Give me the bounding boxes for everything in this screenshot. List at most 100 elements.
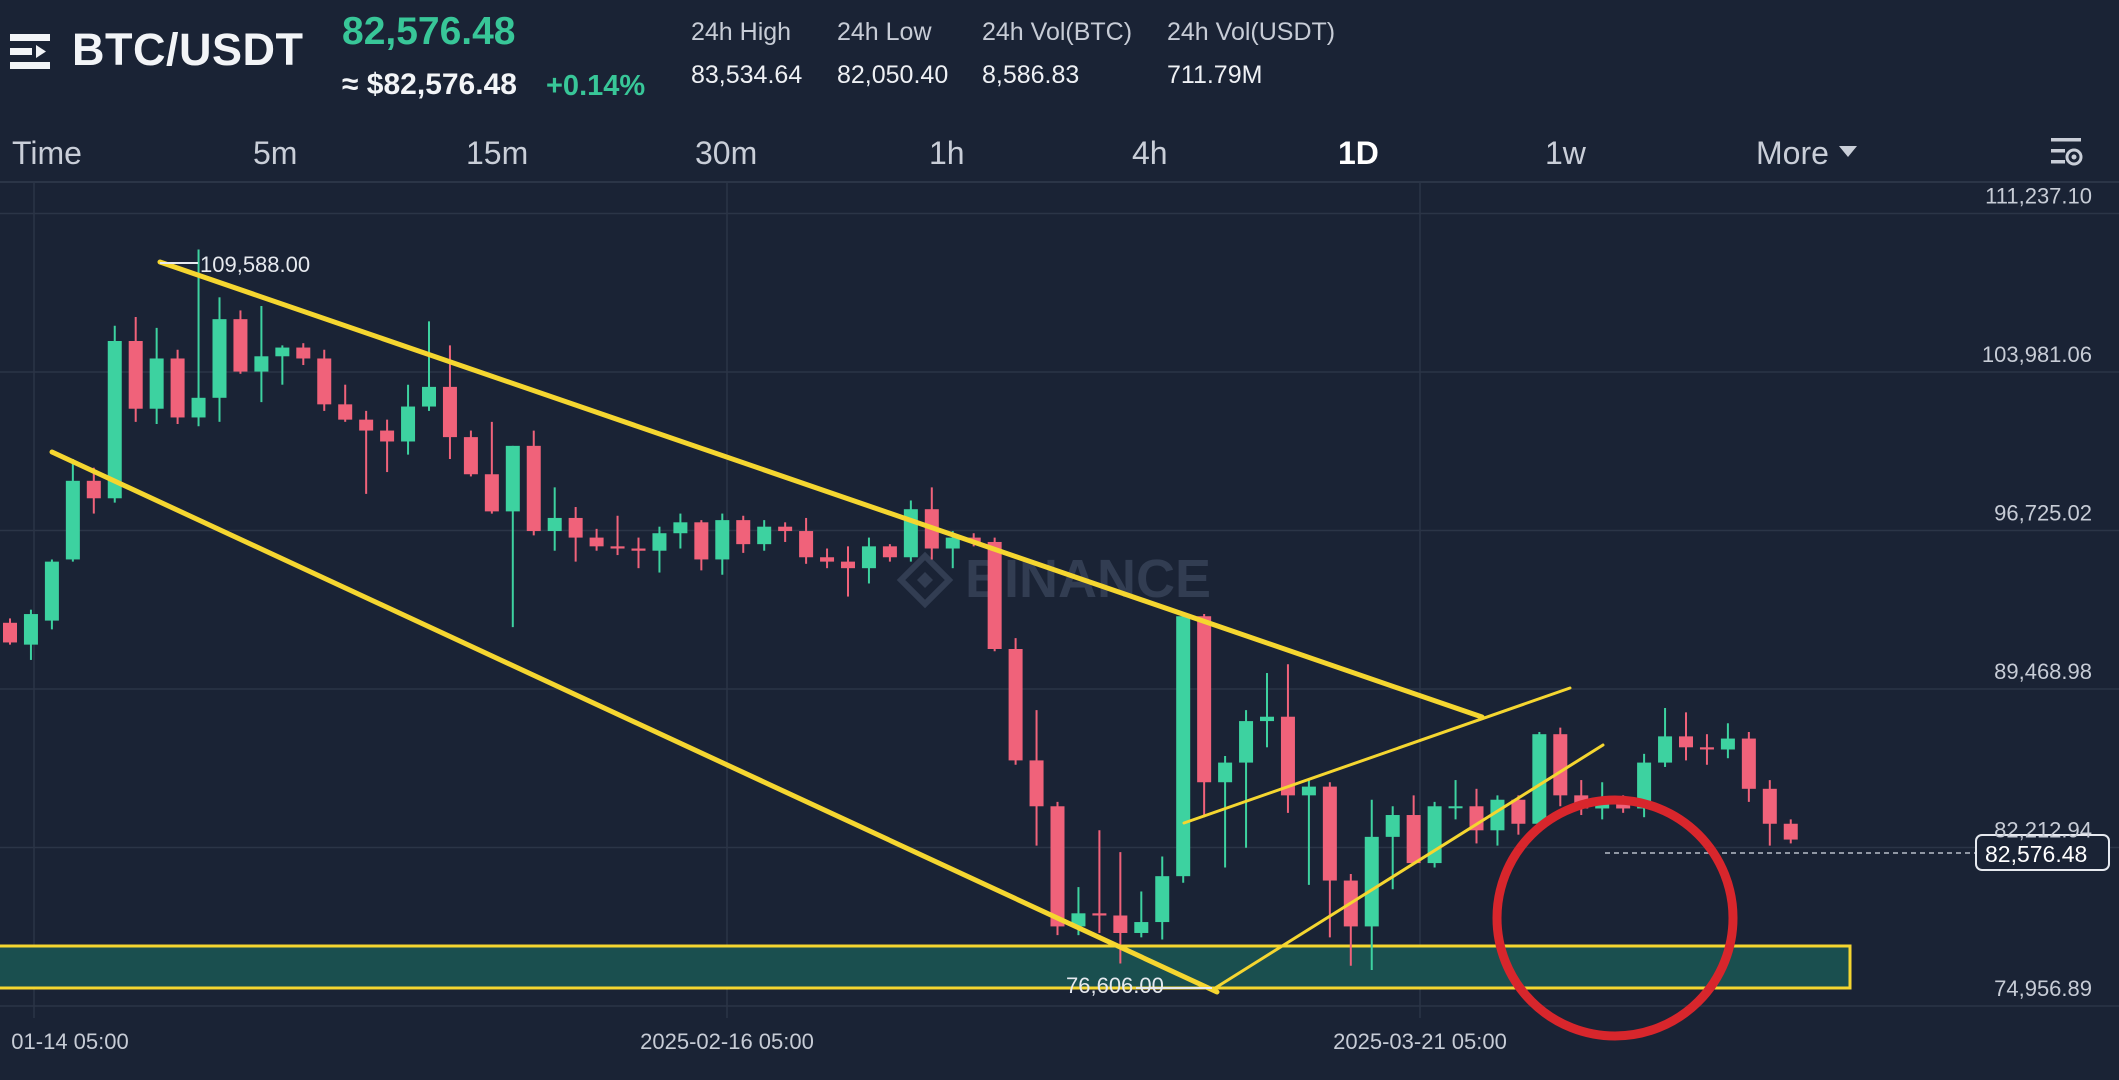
candle-body bbox=[191, 397, 206, 418]
menu-icon[interactable] bbox=[10, 32, 54, 72]
candle bbox=[484, 421, 499, 514]
candle-body bbox=[359, 419, 374, 431]
candle-body bbox=[1029, 760, 1044, 807]
candle bbox=[673, 513, 688, 549]
candle bbox=[1364, 799, 1379, 970]
candle bbox=[107, 325, 122, 503]
candle bbox=[275, 345, 290, 385]
candle bbox=[1260, 673, 1274, 748]
candle-body bbox=[401, 406, 416, 442]
candle-body bbox=[1616, 804, 1631, 809]
candle-body bbox=[170, 358, 185, 418]
candle bbox=[1092, 830, 1107, 933]
candle bbox=[191, 249, 206, 427]
candle-body bbox=[945, 537, 960, 549]
candle bbox=[1762, 780, 1777, 846]
candle-body bbox=[1783, 823, 1798, 840]
candle-body bbox=[1322, 786, 1337, 881]
candle bbox=[526, 430, 541, 536]
stat-value: 82,050.40 bbox=[837, 61, 949, 89]
price-change-percent: +0.14% bbox=[546, 70, 646, 102]
candle bbox=[1134, 891, 1149, 938]
candle bbox=[1050, 801, 1065, 936]
candle bbox=[778, 522, 793, 542]
candle bbox=[715, 513, 730, 575]
candle-body bbox=[1699, 747, 1714, 750]
candle bbox=[149, 327, 164, 425]
candle-body bbox=[778, 526, 793, 532]
tab-more-label: More bbox=[1756, 135, 1829, 171]
tab-1h[interactable]: 1h bbox=[929, 135, 965, 171]
stat-label: 24h High bbox=[691, 18, 792, 46]
chart-settings-icon[interactable] bbox=[2050, 136, 2084, 168]
candle bbox=[505, 445, 520, 628]
candle bbox=[568, 507, 583, 562]
current-price-box bbox=[1975, 834, 2110, 871]
stat-label: 24h Vol(BTC) bbox=[982, 18, 1133, 46]
candle-body bbox=[128, 341, 143, 409]
tab-time[interactable]: Time bbox=[12, 135, 82, 171]
last-price: 82,576.48 bbox=[342, 10, 516, 53]
candle bbox=[1322, 782, 1337, 938]
candle bbox=[861, 537, 876, 584]
candle bbox=[1783, 819, 1798, 844]
candle bbox=[317, 349, 332, 411]
candle-body bbox=[505, 445, 520, 512]
usd-price: ≈ $82,576.48 bbox=[342, 68, 517, 101]
caret-down-icon bbox=[1838, 146, 1857, 158]
candle-body bbox=[338, 404, 353, 420]
candle bbox=[422, 321, 436, 411]
x-axis-tick-label: 2025-02-16 05:00 bbox=[640, 1029, 814, 1054]
candle-body bbox=[1553, 734, 1568, 796]
candle-body bbox=[715, 520, 730, 560]
candle bbox=[212, 297, 227, 422]
candle bbox=[736, 515, 751, 553]
pair-symbol[interactable]: BTC/USDT bbox=[72, 24, 304, 75]
candle-body bbox=[275, 347, 290, 357]
candle bbox=[44, 559, 59, 630]
candle-body bbox=[1071, 913, 1086, 927]
candle-body bbox=[1762, 788, 1777, 824]
candle-body bbox=[820, 557, 835, 562]
candle-body bbox=[86, 480, 101, 499]
candle-body bbox=[757, 526, 772, 545]
stat-value: 8,586.83 bbox=[982, 61, 1080, 89]
tab-30m[interactable]: 30m bbox=[695, 135, 758, 171]
candle-body bbox=[1176, 616, 1191, 877]
candle-body bbox=[149, 358, 164, 409]
candle-body bbox=[861, 546, 876, 569]
tab-4h[interactable]: 4h bbox=[1132, 135, 1168, 171]
candle bbox=[1448, 780, 1463, 820]
candle bbox=[1218, 756, 1233, 868]
candle-body bbox=[380, 430, 395, 442]
candle bbox=[589, 528, 604, 551]
current-price-label: 82,576.48 bbox=[1985, 841, 2087, 867]
tab-5m[interactable]: 5m bbox=[253, 135, 298, 171]
stat-24h-low: 24h Low 82,050.40 bbox=[837, 18, 948, 90]
tab-15m[interactable]: 15m bbox=[466, 135, 529, 171]
candle bbox=[1532, 732, 1547, 826]
candle-body bbox=[1364, 836, 1379, 927]
candle bbox=[987, 537, 1002, 652]
candle bbox=[1427, 801, 1442, 868]
candle bbox=[170, 349, 185, 425]
candle bbox=[23, 609, 38, 660]
stat-24h-high: 24h High 83,534.64 bbox=[691, 18, 802, 90]
candle-body bbox=[1469, 806, 1484, 831]
high-marker-label: 109,588.00 bbox=[200, 252, 310, 277]
candle bbox=[1469, 788, 1484, 844]
tab-more[interactable]: More bbox=[1756, 135, 1857, 172]
stat-label: 24h Low bbox=[837, 18, 932, 46]
candle-body bbox=[1092, 913, 1107, 916]
stat-24h-vol-btc: 24h Vol(BTC) 8,586.83 bbox=[982, 18, 1132, 90]
tab-1w[interactable]: 1w bbox=[1545, 135, 1586, 171]
candle-body bbox=[610, 546, 625, 549]
candle bbox=[463, 430, 478, 477]
candle bbox=[401, 384, 416, 455]
tab-1d[interactable]: 1D bbox=[1338, 135, 1379, 171]
candle-body bbox=[1532, 734, 1547, 824]
candle-body bbox=[631, 548, 646, 551]
x-axis-tick-label: 2025-03-21 05:00 bbox=[1333, 1029, 1507, 1054]
candle bbox=[1741, 732, 1756, 802]
